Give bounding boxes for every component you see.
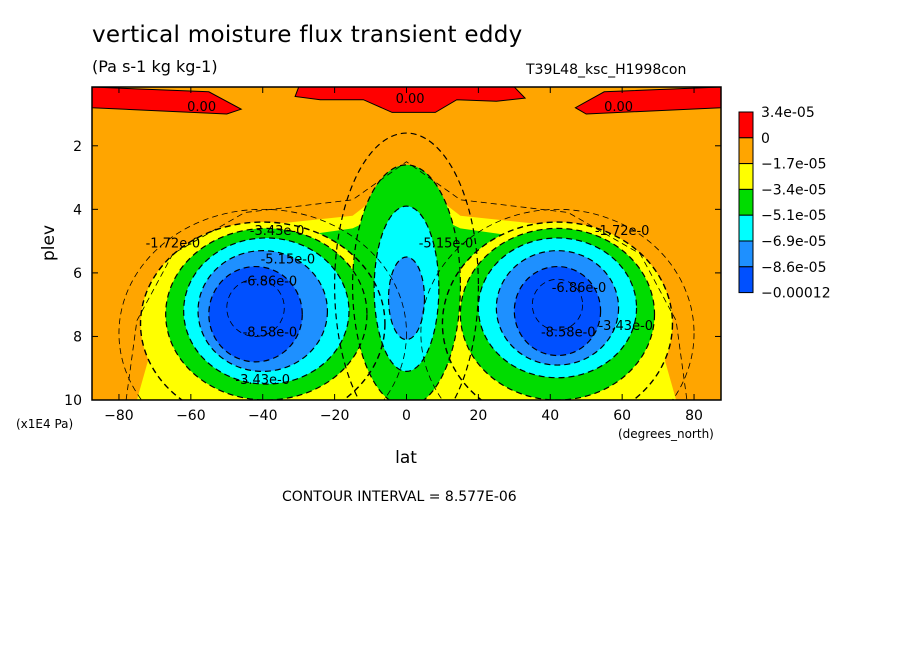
- contour-label: -5.15e-0: [419, 236, 474, 251]
- colorbar-label: 3.4e-05: [761, 105, 815, 121]
- contour-center-1: [352, 164, 461, 400]
- x-tick-label: 20: [469, 408, 487, 424]
- axes: −80 −60 −40 −20 0 20 40 60 80 2 4 6 8 10 lat plev (x1E4 …: [16, 86, 722, 468]
- y-tick-label: 10: [64, 393, 82, 409]
- chart-title: vertical moisture flux transient eddy: [92, 22, 523, 48]
- contour-right-2: [477, 237, 638, 379]
- contour-labels: 0.00 0.00 0.00 -1.72e-0 -3.43e-0 -5.15e-0 -6.8…: [146, 92, 653, 388]
- contour-label: 0.00: [604, 100, 633, 115]
- y-tick-label: 4: [73, 202, 82, 218]
- contour-label: -5.15e-0: [261, 252, 316, 267]
- contour-label: -6.86e-0: [243, 275, 298, 290]
- colorbar-label: −5.1e-05: [761, 208, 826, 224]
- contour-left-0: [139, 221, 386, 400]
- y-tick-label: 8: [73, 329, 82, 345]
- contour-left-3: [197, 250, 329, 373]
- colorbar-swatch: [738, 188, 754, 216]
- contour-right-3: [495, 250, 620, 366]
- contour-label: -3.43e-0: [250, 224, 305, 239]
- contour-label: -1.72e-0: [595, 224, 650, 239]
- contour-label: 0.00: [187, 100, 216, 115]
- colorbar: 3.4e-05 0 −1.7e-05 −3.4e-05 −5.1e-05 −6.9e-05…: [738, 105, 831, 302]
- colorbar-label: −3.4e-05: [761, 182, 826, 198]
- colorbar-swatch: [738, 214, 754, 242]
- contour-left-4: [208, 265, 303, 363]
- contour-label: -1.72e-0: [146, 236, 201, 251]
- red-band-left: [92, 87, 242, 114]
- red-band-center: [295, 87, 526, 113]
- x-tick-label: 0: [402, 408, 411, 424]
- lobe-blue-left: [208, 266, 303, 362]
- zero-line-red-band-left: [92, 87, 243, 115]
- colorbar-swatch: [738, 163, 754, 190]
- contour-right-4: [513, 265, 602, 357]
- contour-label: -3.43e-0: [598, 319, 653, 334]
- y-axis-label: plev: [39, 225, 59, 261]
- colorbar-label: −6.9e-05: [761, 234, 826, 250]
- contour-center-0: [334, 132, 479, 400]
- colorbar-label: −0.00012: [761, 286, 831, 302]
- run-id: T39L48_ksc_H1998con: [526, 62, 687, 78]
- contour-center-3: [387, 256, 426, 341]
- contour-label: 0.00: [396, 92, 425, 107]
- contour-label: -8.58e-0: [243, 325, 298, 340]
- x-tick-label: −20: [320, 408, 350, 424]
- x-tick-label: 40: [541, 408, 559, 424]
- lobe-center-3: [388, 257, 425, 340]
- contour-label: -3.43e-0: [235, 373, 290, 388]
- contour-right-0: [441, 221, 674, 400]
- plot-area: [92, 87, 721, 400]
- colorbar-swatch: [738, 137, 754, 165]
- x-axis-label: lat: [395, 448, 417, 468]
- contour-interval: CONTOUR INTERVAL = 8.577E-06: [282, 489, 517, 505]
- x-tick-label: −40: [248, 408, 278, 424]
- contour-left-2: [183, 237, 350, 385]
- x-tick-label: 80: [685, 408, 703, 424]
- colorbar-swatch: [738, 240, 754, 268]
- lobe-blue-right: [514, 266, 601, 356]
- x-tick-label: 60: [613, 408, 631, 424]
- contour-label: -6.86e-0: [552, 281, 607, 296]
- contour-lines: [92, 87, 721, 400]
- y-units-label: (x1E4 Pa): [16, 417, 73, 431]
- contour-left-inner: [226, 278, 285, 337]
- red-band-right: [575, 87, 721, 114]
- x-units-label: (degrees_north): [618, 427, 714, 441]
- contour-right-inner: [531, 278, 584, 331]
- contour-label: -8.58e-0: [541, 325, 596, 340]
- x-tick-label: −60: [176, 408, 206, 424]
- chart-units: (Pa s-1 kg kg-1): [92, 57, 218, 76]
- y-tick-label: 2: [73, 139, 82, 155]
- contour-envelope: [125, 161, 688, 400]
- contour-center-2: [373, 205, 440, 373]
- colorbar-label: 0: [761, 131, 770, 147]
- contour-left-1: [165, 227, 368, 400]
- colorbar-label: −8.6e-05: [761, 260, 826, 276]
- x-tick-label: −80: [104, 408, 134, 424]
- zero-line-red-band-right: [574, 87, 721, 115]
- contour-right-outer: [420, 208, 695, 400]
- colorbar-label: −1.7e-05: [761, 157, 826, 173]
- zero-line-red-band-center: [294, 87, 527, 113]
- y-tick-label: 6: [73, 266, 82, 282]
- colorbar-swatch: [738, 111, 754, 139]
- colorbar-swatch: [738, 266, 754, 294]
- contour-left-outer: [118, 208, 407, 400]
